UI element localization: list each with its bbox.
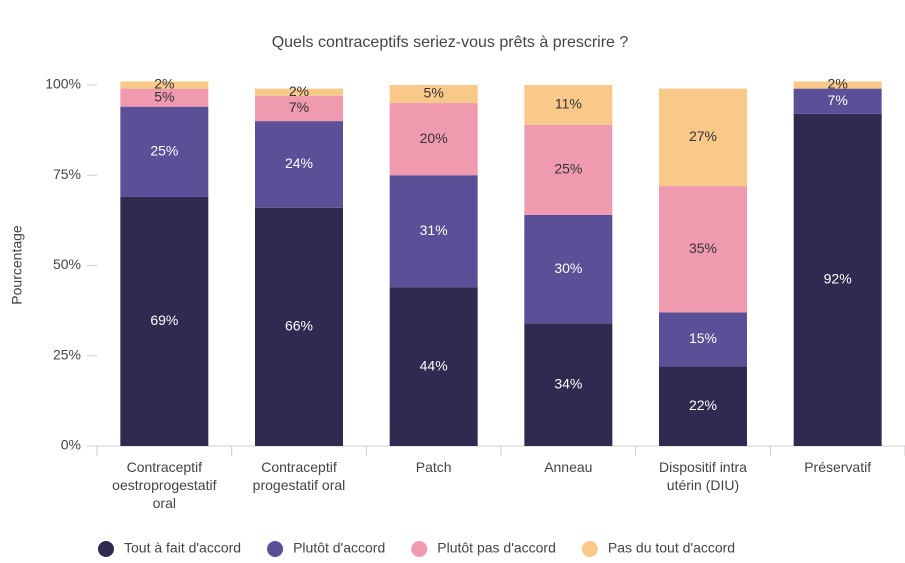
bar-segment bbox=[389, 287, 478, 446]
bar-segment bbox=[120, 88, 209, 107]
data-label: 25% bbox=[554, 161, 582, 177]
data-label: 2% bbox=[828, 76, 848, 92]
bar-segment bbox=[255, 88, 343, 96]
y-tick-label: 25% bbox=[53, 346, 81, 362]
legend-marker bbox=[581, 541, 598, 557]
legend-label: Plutôt pas d'accord bbox=[437, 540, 556, 556]
legend-marker bbox=[98, 541, 114, 557]
bar-segment bbox=[120, 81, 209, 89]
bar-segment bbox=[524, 214, 613, 324]
bar-segment bbox=[524, 323, 613, 446]
x-tick-label: Contraceptif oestroprogestatif oral bbox=[112, 459, 217, 511]
data-label: 30% bbox=[554, 260, 582, 276]
data-label: 5% bbox=[424, 85, 444, 101]
x-tick-label: Dispositif intra utérin (DIU) bbox=[659, 459, 747, 493]
bar-segment bbox=[389, 175, 478, 288]
data-label: 5% bbox=[154, 88, 174, 104]
legend-marker bbox=[411, 541, 428, 557]
bar-segment bbox=[659, 312, 747, 367]
data-label: 25% bbox=[150, 142, 178, 158]
legend-label: Plutôt d'accord bbox=[293, 540, 385, 556]
y-tick-label: 0% bbox=[61, 437, 81, 453]
x-tick-label: Anneau bbox=[544, 459, 593, 475]
bar-segment bbox=[524, 124, 613, 215]
bar-segment bbox=[793, 81, 882, 89]
legend-marker bbox=[267, 541, 284, 557]
data-label: 7% bbox=[828, 92, 848, 108]
data-label: 7% bbox=[289, 99, 309, 115]
legend-label: Pas du tout d'accord bbox=[608, 540, 735, 556]
bar-segment bbox=[659, 88, 747, 187]
data-label: 22% bbox=[689, 397, 717, 413]
bar-segment bbox=[389, 85, 478, 104]
data-label: 35% bbox=[689, 240, 717, 256]
data-label: 2% bbox=[289, 83, 309, 99]
legend-label: Tout à fait d'accord bbox=[124, 540, 241, 556]
data-label: 24% bbox=[285, 155, 313, 171]
bar-segment bbox=[120, 106, 209, 197]
y-axis-title: Pourcentage bbox=[9, 225, 25, 305]
bar-segment bbox=[389, 103, 478, 176]
data-label: 66% bbox=[285, 318, 313, 334]
data-label: 27% bbox=[689, 128, 717, 144]
bar-segment bbox=[120, 196, 209, 446]
chart-title: Quels contraceptifs seriez-vous prêts à … bbox=[272, 34, 629, 51]
bar-segment bbox=[255, 95, 343, 122]
bar-segment bbox=[793, 113, 882, 446]
bar-segment bbox=[255, 207, 343, 446]
data-label: 20% bbox=[420, 130, 448, 146]
x-tick-label: Contraceptif progestatif oral bbox=[252, 459, 346, 493]
bar-segment bbox=[659, 366, 747, 446]
x-tick-label: Patch bbox=[415, 459, 452, 475]
data-label: 11% bbox=[555, 96, 582, 112]
bar-segment bbox=[659, 186, 747, 313]
x-tick-label: Préservatif bbox=[804, 459, 872, 475]
bar-segment bbox=[524, 85, 613, 125]
data-label: 92% bbox=[824, 271, 852, 287]
data-label: 34% bbox=[554, 375, 582, 391]
bar-segment bbox=[255, 121, 343, 208]
y-tick-label: 75% bbox=[53, 166, 81, 182]
data-label: 44% bbox=[420, 357, 448, 373]
bar-segment bbox=[793, 88, 882, 114]
data-label: 2% bbox=[154, 76, 174, 92]
data-label: 31% bbox=[420, 222, 448, 238]
y-tick-label: 100% bbox=[45, 76, 81, 92]
data-label: 69% bbox=[150, 312, 178, 328]
y-tick-label: 50% bbox=[53, 256, 81, 272]
data-label: 15% bbox=[689, 330, 717, 346]
